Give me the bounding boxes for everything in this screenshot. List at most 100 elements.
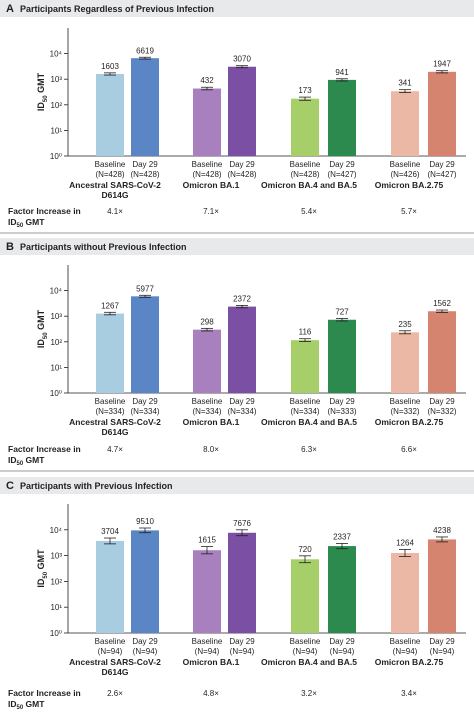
factor-increase-value: 4.1× xyxy=(107,207,123,216)
bar-day29 xyxy=(428,311,456,393)
bar-category-label: Day 29 xyxy=(329,160,355,169)
bar-category-label: Baseline xyxy=(390,160,421,169)
y-tick-label: 10² xyxy=(50,338,62,347)
bar-category-label: Day 29 xyxy=(229,397,255,406)
group-label: Omicron BA.4 and BA.5 xyxy=(261,417,357,427)
bar-value-label: 341 xyxy=(398,79,412,88)
bar-day29 xyxy=(131,530,159,633)
bar-value-label: 432 xyxy=(200,76,214,85)
y-tick-label: 10¹ xyxy=(50,363,62,372)
bar-n-label: (N=333) xyxy=(327,407,356,416)
panel-a: A Participants Regardless of Previous Inf… xyxy=(0,0,474,229)
panel-title: Participants Regardless of Previous Infe… xyxy=(20,4,214,14)
bar-baseline xyxy=(391,91,419,156)
bar-n-label: (N=426) xyxy=(390,170,419,179)
bar-value-label: 298 xyxy=(200,317,214,326)
factor-increase-label-line2: ID50 GMT xyxy=(8,455,45,467)
bar-value-label: 941 xyxy=(335,68,349,77)
bar-category-label: Day 29 xyxy=(229,637,255,646)
bar-baseline xyxy=(291,559,319,633)
bar-n-label: (N=94) xyxy=(98,647,123,656)
bar-value-label: 5977 xyxy=(136,284,154,293)
y-tick-label: 10³ xyxy=(50,75,62,84)
factor-increase-label-line2: ID50 GMT xyxy=(8,699,45,711)
group-label: D614G xyxy=(102,190,129,200)
bar-day29 xyxy=(228,306,256,393)
bar-category-label: Baseline xyxy=(192,397,223,406)
bar-baseline xyxy=(96,73,124,156)
bar-n-label: (N=427) xyxy=(427,170,456,179)
bar-day29 xyxy=(328,319,356,393)
bar-category-label: Day 29 xyxy=(229,160,255,169)
bar-value-label: 3704 xyxy=(101,527,119,536)
bar-day29 xyxy=(131,296,159,393)
bar-category-label: Baseline xyxy=(192,637,223,646)
bar-category-label: Baseline xyxy=(95,397,126,406)
bar-baseline xyxy=(193,550,221,633)
group-label: Omicron BA.1 xyxy=(183,657,240,667)
factor-increase-value: 6.3× xyxy=(301,445,317,454)
y-tick-label: 10³ xyxy=(50,552,62,561)
panel-title: Participants with Previous Infection xyxy=(20,481,173,491)
panel-letter: C xyxy=(6,480,14,492)
bar-value-label: 2372 xyxy=(233,294,251,303)
bar-value-label: 3070 xyxy=(233,55,251,64)
panel-b: B Participants without Previous Infection… xyxy=(0,238,474,467)
bar-category-label: Day 29 xyxy=(429,397,455,406)
bar-value-label: 1562 xyxy=(433,299,451,308)
factor-increase-value: 2.6× xyxy=(107,689,123,698)
factor-increase-label: Factor Increase in xyxy=(8,688,81,698)
factor-increase-value: 5.7× xyxy=(401,207,417,216)
y-tick-label: 10² xyxy=(50,577,62,586)
bar-n-label: (N=334) xyxy=(95,407,124,416)
factor-increase-value: 6.6× xyxy=(401,445,417,454)
group-label: D614G xyxy=(102,427,129,437)
bar-baseline xyxy=(96,540,124,633)
bar-n-label: (N=427) xyxy=(327,170,356,179)
bar-baseline xyxy=(96,313,124,393)
bar-n-label: (N=428) xyxy=(290,170,319,179)
factor-increase-value: 5.4× xyxy=(301,207,317,216)
bar-value-label: 1267 xyxy=(101,301,119,310)
bar-baseline xyxy=(391,552,419,633)
bar-category-label: Baseline xyxy=(290,397,321,406)
bar-day29 xyxy=(428,71,456,156)
bar-value-label: 720 xyxy=(298,545,312,554)
bar-n-label: (N=94) xyxy=(430,647,455,656)
bar-category-label: Baseline xyxy=(290,637,321,646)
bar-n-label: (N=428) xyxy=(227,170,256,179)
bar-value-label: 116 xyxy=(299,328,312,337)
bar-value-label: 1615 xyxy=(198,536,216,545)
bar-value-label: 235 xyxy=(398,320,412,329)
y-tick-label: 10⁴ xyxy=(50,287,63,296)
bar-value-label: 727 xyxy=(335,307,349,316)
bar-n-label: (N=94) xyxy=(330,647,355,656)
panel-title: Participants without Previous Infection xyxy=(20,242,187,252)
bar-n-label: (N=428) xyxy=(95,170,124,179)
bar-category-label: Day 29 xyxy=(132,397,158,406)
bar-n-label: (N=94) xyxy=(230,647,255,656)
factor-increase-label: Factor Increase in xyxy=(8,444,81,454)
bar-n-label: (N=334) xyxy=(130,407,159,416)
factor-increase-value: 8.0× xyxy=(203,445,219,454)
factor-increase-value: 3.4× xyxy=(401,689,417,698)
bar-n-label: (N=94) xyxy=(133,647,158,656)
bar-category-label: Baseline xyxy=(95,160,126,169)
group-label: Omicron BA.4 and BA.5 xyxy=(261,180,357,190)
bar-n-label: (N=94) xyxy=(293,647,318,656)
factor-increase-value: 4.7× xyxy=(107,445,123,454)
y-tick-label: 10¹ xyxy=(50,603,62,612)
bar-baseline xyxy=(291,340,319,393)
group-label: Omicron BA.2.75 xyxy=(375,657,444,667)
bar-n-label: (N=428) xyxy=(192,170,221,179)
group-label: Omicron BA.4 and BA.5 xyxy=(261,657,357,667)
group-label: Omicron BA.1 xyxy=(183,180,240,190)
y-tick-label: 10⁰ xyxy=(50,152,62,161)
bar-category-label: Day 29 xyxy=(429,160,455,169)
y-tick-label: 10³ xyxy=(50,312,62,321)
group-label: Omicron BA.2.75 xyxy=(375,417,444,427)
bar-n-label: (N=332) xyxy=(427,407,456,416)
y-axis-label: ID50 GMT xyxy=(36,72,49,111)
bar-category-label: Day 29 xyxy=(329,637,355,646)
